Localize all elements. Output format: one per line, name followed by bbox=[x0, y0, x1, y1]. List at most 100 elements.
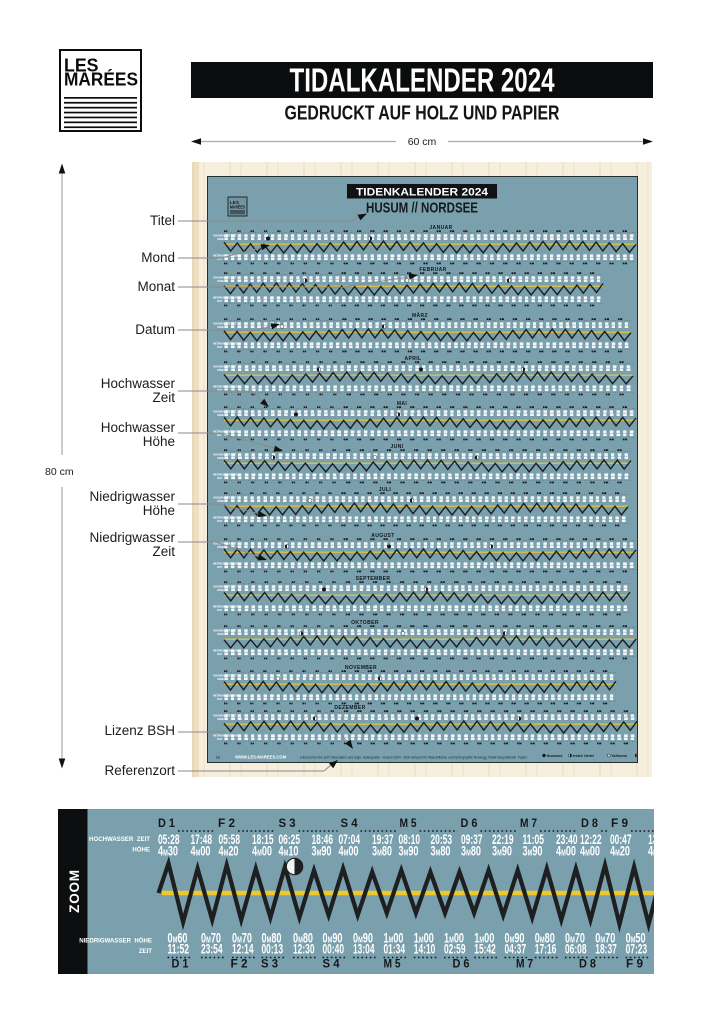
svg-text:AUGUST: AUGUST bbox=[371, 533, 395, 539]
svg-text:17:16: 17:16 bbox=[535, 942, 557, 957]
svg-text:MARÉES: MARÉES bbox=[64, 69, 138, 90]
svg-text:15:42: 15:42 bbox=[474, 942, 496, 957]
svg-text:23:40: 23:40 bbox=[556, 832, 578, 847]
svg-text:Referenzort: Referenzort bbox=[104, 763, 175, 778]
svg-text:Niedrigwasser: Niedrigwasser bbox=[89, 530, 175, 545]
svg-text:Höhe: Höhe bbox=[143, 503, 175, 518]
svg-text:11:52: 11:52 bbox=[168, 942, 190, 957]
svg-text:3M80: 3M80 bbox=[372, 844, 392, 859]
svg-text:Hochwasser: Hochwasser bbox=[101, 376, 176, 391]
svg-text:12:22: 12:22 bbox=[580, 832, 602, 847]
svg-text:17:48: 17:48 bbox=[191, 832, 213, 847]
svg-text:LES: LES bbox=[230, 200, 239, 205]
svg-text:0M80: 0M80 bbox=[262, 931, 282, 946]
svg-text:Monat: Monat bbox=[137, 279, 175, 294]
svg-text:Zeit: Zeit bbox=[152, 390, 175, 405]
svg-text:S 3: S 3 bbox=[261, 959, 278, 971]
svg-text:HUSUM // NORDSEE: HUSUM // NORDSEE bbox=[366, 200, 478, 217]
svg-text:4M00: 4M00 bbox=[252, 844, 272, 859]
svg-text:WWW.LES-MAREES.COM: WWW.LES-MAREES.COM bbox=[235, 755, 287, 760]
svg-text:FEBRUAR: FEBRUAR bbox=[419, 267, 446, 273]
svg-text:3M90: 3M90 bbox=[312, 844, 332, 859]
svg-text:Höhe: Höhe bbox=[143, 434, 175, 449]
svg-text:0M60: 0M60 bbox=[168, 931, 188, 946]
svg-text:3M90: 3M90 bbox=[492, 844, 512, 859]
svg-text:60 cm: 60 cm bbox=[408, 136, 437, 148]
svg-text:06:08: 06:08 bbox=[565, 942, 587, 957]
svg-text:12:14: 12:14 bbox=[232, 942, 254, 957]
svg-text:S 4: S 4 bbox=[341, 818, 359, 830]
svg-text:HÖHE: HÖHE bbox=[217, 718, 224, 721]
svg-text:TIDENKALENDER 2024: TIDENKALENDER 2024 bbox=[356, 186, 489, 198]
svg-text:4M20: 4M20 bbox=[219, 844, 239, 859]
svg-text:ZEIT: ZEIT bbox=[217, 653, 223, 656]
svg-text:05:58: 05:58 bbox=[219, 832, 241, 847]
svg-text:M 7: M 7 bbox=[520, 818, 537, 830]
svg-text:05:28: 05:28 bbox=[158, 832, 180, 847]
svg-text:MARÉES: MARÉES bbox=[230, 203, 245, 210]
svg-text:ZEIT: ZEIT bbox=[139, 948, 152, 955]
svg-text:HÖHE: HÖHE bbox=[217, 280, 224, 283]
svg-text:02:59: 02:59 bbox=[444, 942, 466, 957]
svg-text:ZEIT: ZEIT bbox=[217, 300, 223, 303]
svg-text:80 cm: 80 cm bbox=[45, 466, 74, 478]
svg-text:12:30: 12:30 bbox=[293, 942, 315, 957]
svg-text:13:04: 13:04 bbox=[353, 942, 375, 957]
svg-text:Lizenz BSH: Lizenz BSH bbox=[104, 723, 175, 738]
svg-text:NOVEMBER: NOVEMBER bbox=[345, 665, 377, 671]
svg-text:18:37: 18:37 bbox=[595, 942, 617, 957]
svg-text:07:04: 07:04 bbox=[339, 832, 361, 847]
svg-text:HÖHE: HÖHE bbox=[217, 678, 224, 681]
svg-text:OKTOBER: OKTOBER bbox=[351, 620, 379, 626]
svg-text:ZEIT: ZEIT bbox=[217, 434, 223, 437]
svg-text:19:37: 19:37 bbox=[372, 832, 394, 847]
svg-text:4M10: 4M10 bbox=[279, 844, 299, 859]
svg-text:entsprechen die auf© Messdaten: entsprechen die auf© Messdaten und ange.… bbox=[300, 756, 528, 760]
svg-text:4M00: 4M00 bbox=[580, 844, 600, 859]
svg-text:S 4: S 4 bbox=[323, 959, 341, 971]
svg-text:08:10: 08:10 bbox=[399, 832, 421, 847]
svg-text:JULI: JULI bbox=[379, 487, 392, 493]
svg-text:ZOOM: ZOOM bbox=[67, 869, 82, 913]
svg-text:F 9: F 9 bbox=[626, 959, 643, 971]
svg-text:ZEIT: ZEIT bbox=[217, 346, 223, 349]
svg-text:HÖHE: HÖHE bbox=[217, 633, 224, 636]
svg-text:1M00: 1M00 bbox=[474, 931, 494, 946]
svg-text:1M00: 1M00 bbox=[414, 931, 434, 946]
svg-text:HÖHE: HÖHE bbox=[132, 847, 150, 854]
svg-text:Titel: Titel bbox=[150, 213, 175, 228]
svg-text:HÖHE: HÖHE bbox=[217, 457, 224, 460]
svg-text:13:11: 13:11 bbox=[648, 832, 654, 847]
svg-text:HÖHE: HÖHE bbox=[217, 326, 224, 329]
svg-text:4M00: 4M00 bbox=[556, 844, 576, 859]
svg-text:4M00: 4M00 bbox=[339, 844, 359, 859]
svg-text:Neumond: Neumond bbox=[547, 754, 563, 758]
svg-text:22:19: 22:19 bbox=[492, 832, 514, 847]
svg-text:0M90: 0M90 bbox=[323, 931, 343, 946]
svg-text:14:10: 14:10 bbox=[414, 942, 436, 957]
svg-text:11:05: 11:05 bbox=[523, 832, 545, 847]
svg-text:0M80: 0M80 bbox=[535, 931, 555, 946]
svg-text:HÖHE: HÖHE bbox=[217, 414, 224, 417]
svg-text:ZEIT: ZEIT bbox=[217, 520, 223, 523]
svg-text:0M90: 0M90 bbox=[505, 931, 525, 946]
svg-text:4M30: 4M30 bbox=[158, 844, 178, 859]
svg-text:HOCHWASSER ZEIT: HOCHWASSER ZEIT bbox=[89, 836, 150, 843]
svg-text:ZEIT: ZEIT bbox=[217, 566, 223, 569]
svg-text:S 3: S 3 bbox=[279, 818, 296, 830]
svg-text:0M70: 0M70 bbox=[565, 931, 585, 946]
svg-text:04:37: 04:37 bbox=[505, 942, 527, 957]
svg-text:Niedrigwasser: Niedrigwasser bbox=[89, 489, 175, 504]
svg-text:ZEIT: ZEIT bbox=[217, 609, 223, 612]
svg-text:20:53: 20:53 bbox=[431, 832, 453, 847]
svg-text:07:23: 07:23 bbox=[626, 942, 648, 957]
svg-text:01:34: 01:34 bbox=[384, 942, 406, 957]
svg-text:D 8: D 8 bbox=[579, 959, 597, 971]
svg-text:18:46: 18:46 bbox=[312, 832, 334, 847]
svg-text:4M10: 4M10 bbox=[648, 844, 654, 859]
svg-text:0M70: 0M70 bbox=[232, 931, 252, 946]
svg-text:3M90: 3M90 bbox=[523, 844, 543, 859]
svg-text:HÖHE: HÖHE bbox=[217, 500, 224, 503]
svg-text:MÄRZ: MÄRZ bbox=[412, 312, 428, 319]
svg-text:M 5: M 5 bbox=[400, 818, 418, 830]
